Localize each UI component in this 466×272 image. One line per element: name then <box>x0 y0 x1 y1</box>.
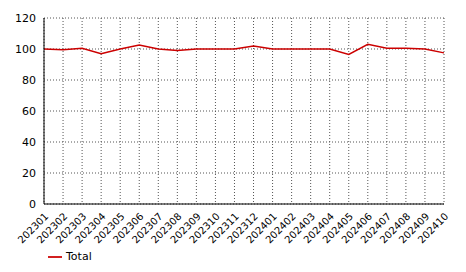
svg-text:202301: 202301 <box>15 210 51 246</box>
svg-text:202310: 202310 <box>187 210 222 246</box>
svg-text:202302: 202302 <box>34 210 70 246</box>
svg-text:0: 0 <box>29 198 36 211</box>
svg-text:202401: 202401 <box>244 210 279 246</box>
svg-text:202403: 202403 <box>282 210 318 246</box>
svg-text:120: 120 <box>15 12 36 25</box>
svg-text:60: 60 <box>22 105 36 118</box>
svg-text:202306: 202306 <box>110 210 146 246</box>
svg-text:202404: 202404 <box>301 210 337 246</box>
svg-text:100: 100 <box>15 43 36 56</box>
svg-text:202410: 202410 <box>416 211 451 246</box>
svg-text:202308: 202308 <box>149 210 184 246</box>
svg-text:80: 80 <box>22 74 36 87</box>
svg-text:202309: 202309 <box>168 210 203 246</box>
svg-text:20: 20 <box>22 167 36 180</box>
svg-text:202402: 202402 <box>263 210 299 246</box>
svg-text:202307: 202307 <box>129 210 165 246</box>
svg-text:202408: 202408 <box>377 210 413 246</box>
svg-text:202405: 202405 <box>320 210 356 246</box>
svg-text:202305: 202305 <box>91 210 127 246</box>
html-text:Total: Total <box>66 250 92 263</box>
svg-text:202311: 202311 <box>206 210 241 246</box>
svg-text:202407: 202407 <box>358 210 394 246</box>
svg-text:202406: 202406 <box>339 210 375 246</box>
svg-text:202304: 202304 <box>72 210 108 246</box>
svg-text:40: 40 <box>22 136 36 149</box>
svg-text:202303: 202303 <box>53 210 89 246</box>
svg-text:202409: 202409 <box>396 210 432 246</box>
svg-text:202312: 202312 <box>225 210 260 246</box>
